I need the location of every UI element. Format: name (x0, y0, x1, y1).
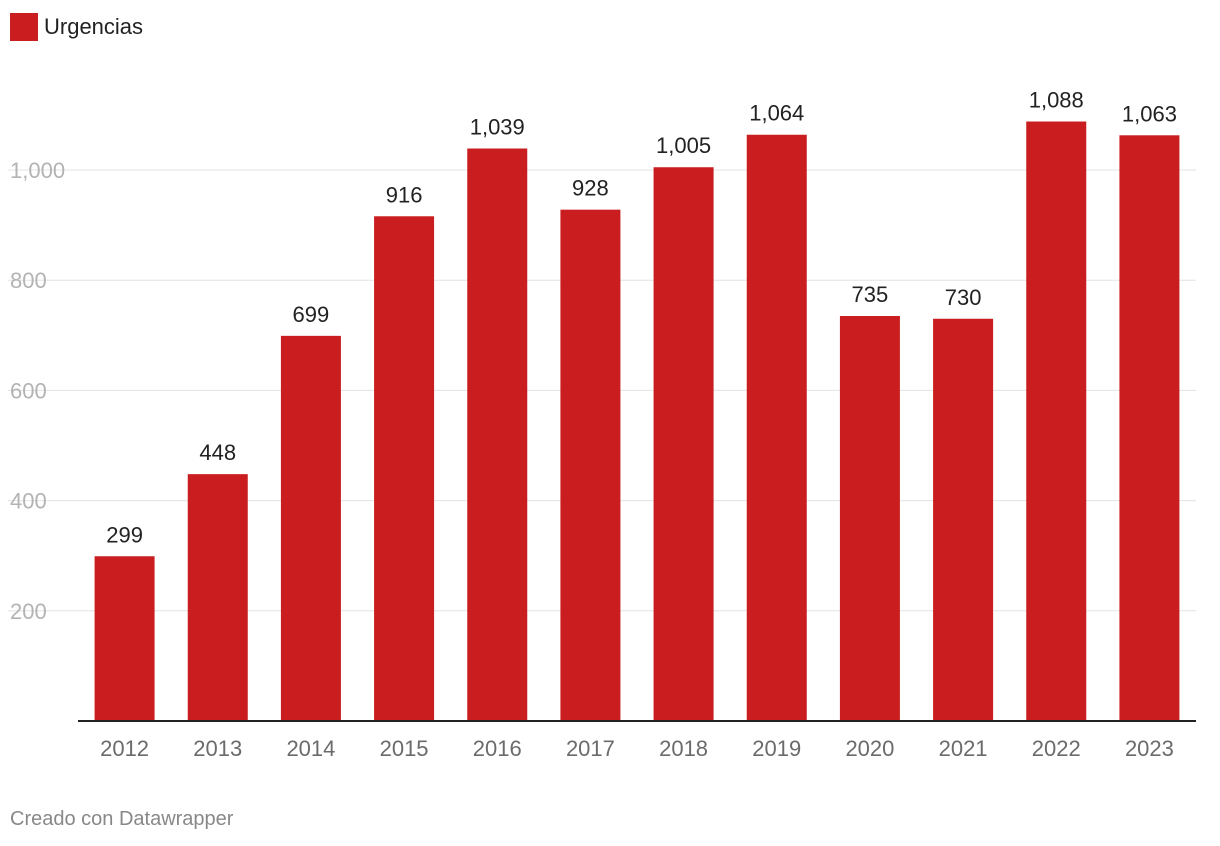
x-tick-label: 2023 (1125, 736, 1174, 761)
y-tick-label: 600 (10, 378, 47, 403)
x-tick-label: 2012 (100, 736, 149, 761)
x-tick-label: 2018 (659, 736, 708, 761)
bar (839, 316, 900, 721)
bar (467, 148, 528, 722)
bar (1119, 135, 1180, 722)
x-tick-label: 2013 (193, 736, 242, 761)
data-label: 448 (199, 440, 236, 465)
x-tick-label: 2020 (845, 736, 894, 761)
data-label: 1,088 (1029, 88, 1084, 113)
data-label: 730 (945, 285, 982, 310)
x-tick-label: 2014 (286, 736, 335, 761)
bar (653, 167, 714, 721)
bar (1026, 121, 1087, 721)
x-tick-label: 2019 (752, 736, 801, 761)
y-axis-ticks: 200 400 600 800 1,000 (10, 158, 65, 624)
data-labels: 299 448 699 916 1,039 928 1,005 1,064 735 730 1,08… (106, 88, 1177, 548)
legend: Urgencias (10, 13, 143, 41)
data-label: 299 (106, 522, 143, 547)
data-label: 928 (572, 176, 609, 201)
data-label: 1,064 (749, 101, 804, 126)
bar (746, 134, 807, 722)
bar (933, 318, 994, 721)
data-label: 916 (386, 182, 423, 207)
credit-footer: Creado con Datawrapper (10, 808, 234, 830)
bar (280, 335, 341, 721)
legend-label: Urgencias (44, 14, 144, 39)
x-tick-label: 2016 (473, 736, 522, 761)
x-tick-label: 2015 (380, 736, 429, 761)
data-label: 1,005 (656, 133, 711, 158)
bars (94, 121, 1180, 722)
data-label: 699 (293, 302, 330, 327)
x-tick-label: 2022 (1032, 736, 1081, 761)
data-label: 735 (852, 282, 889, 307)
x-axis-ticks: 2012 2013 2014 2015 2016 2017 2018 2019 2020 2021… (100, 736, 1174, 761)
bar (187, 474, 248, 721)
data-label: 1,039 (470, 115, 525, 140)
data-label: 1,063 (1122, 101, 1177, 126)
y-tick-label: 400 (10, 489, 47, 514)
y-tick-label: 200 (10, 599, 47, 624)
bar (560, 209, 621, 721)
legend-swatch (10, 13, 38, 41)
y-tick-label: 800 (10, 268, 47, 293)
y-tick-label: 1,000 (10, 158, 65, 183)
x-tick-label: 2021 (939, 736, 988, 761)
bar (94, 556, 155, 721)
x-tick-label: 2017 (566, 736, 615, 761)
bar (374, 216, 435, 721)
